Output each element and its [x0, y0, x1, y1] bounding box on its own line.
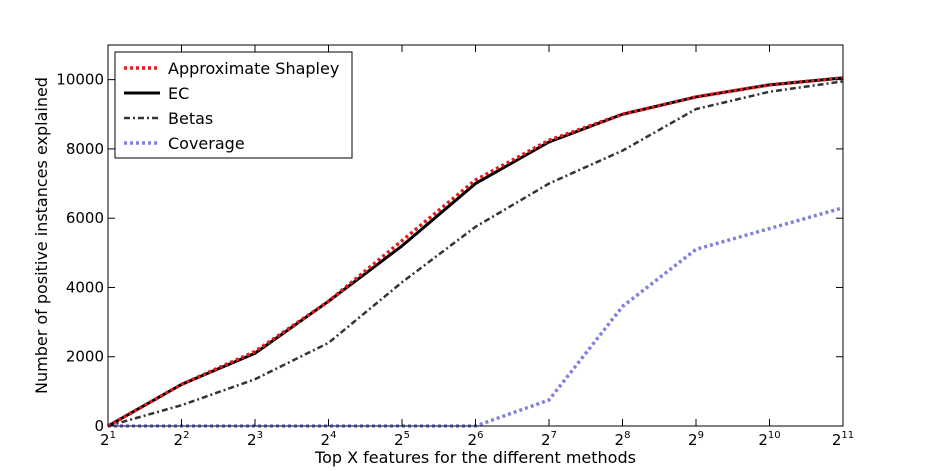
- x-tick-label: 211: [832, 430, 854, 449]
- y-tick-label: 8000: [66, 140, 104, 158]
- series-line-ec: [107, 76, 844, 428]
- x-tick-label: 24: [321, 430, 337, 449]
- x-tick-label: 21: [100, 430, 116, 449]
- legend: Approximate Shapley EC Betas Coverage: [114, 51, 353, 159]
- x-axis-label: Top X features for the different methods: [314, 448, 636, 467]
- y-axis: 0 2000 4000 6000 8000 10000: [56, 71, 843, 435]
- y-axis-label: Number of positive instances explained: [32, 77, 51, 394]
- series-line-approximate-shapley: [107, 76, 844, 428]
- x-tick-label: 27: [541, 430, 557, 449]
- legend-entry: Coverage: [168, 134, 245, 153]
- y-tick-label: 10000: [56, 71, 104, 89]
- x-axis: 21 22 23 24 25 26 27 28 29 210 211: [100, 45, 854, 449]
- x-tick-label: 22: [174, 430, 190, 449]
- x-tick-label: 26: [468, 430, 484, 449]
- x-tick-label: 25: [394, 430, 410, 449]
- y-tick-label: 2000: [66, 348, 104, 366]
- x-tick-label: 210: [758, 430, 780, 449]
- y-tick-label: 6000: [66, 209, 104, 227]
- legend-entry: EC: [168, 84, 189, 103]
- series-line-betas: [107, 80, 844, 428]
- x-tick-label: 29: [688, 430, 704, 449]
- x-tick-label: 28: [615, 430, 631, 449]
- legend-entry: Betas: [168, 109, 213, 128]
- legend-entry: Approximate Shapley: [168, 59, 339, 78]
- y-tick-label: 4000: [66, 278, 104, 296]
- y-tick-label: 0: [94, 417, 104, 435]
- x-tick-label: 23: [247, 430, 263, 449]
